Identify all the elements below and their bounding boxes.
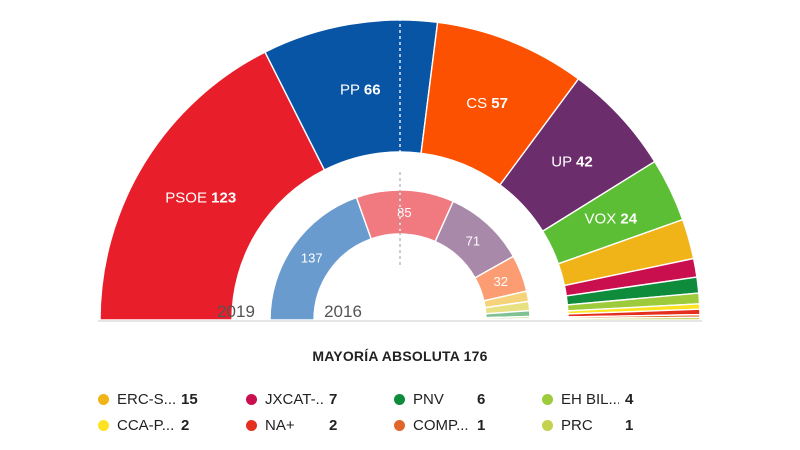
legend-seat-count: 4 [625, 390, 634, 408]
party-name: PP [340, 81, 364, 98]
hemicycle-chart: PSOE 123 PP 66 CS 57 UP 42 VOX 24 2019 137 85 71… [98, 19, 702, 322]
seat-label: UP 42 [551, 153, 592, 170]
legend-dot [246, 393, 257, 405]
majority-text: MAYORÍA ABSOLUTA [312, 348, 460, 364]
legend-item: PNV 6 [394, 391, 542, 408]
legend-dot [98, 419, 109, 431]
seat-label: 71 [466, 233, 480, 248]
seat-label: 32 [494, 274, 508, 289]
legend-item: JXCAT-... 7 [246, 391, 394, 408]
seat-value: 57 [491, 95, 508, 112]
legend-seat-count: 1 [625, 416, 634, 434]
legend-party-name: PRC [561, 416, 593, 434]
legend-dot [98, 393, 109, 405]
legend-party-name: COMP... [413, 416, 469, 434]
legend-item: NA+ 2 [246, 417, 394, 434]
seat-label: 137 [301, 251, 323, 266]
legend-dot [246, 419, 257, 431]
legend-party-name: JXCAT-... [265, 390, 323, 408]
legend-seat-count: 2 [329, 416, 338, 434]
legend-seat-count: 7 [329, 390, 338, 408]
seat-value: 42 [576, 153, 593, 170]
legend-dot [542, 419, 553, 431]
legend-party-name: EH BIL... [561, 390, 619, 408]
legend-dot [394, 393, 405, 405]
year-label: 2016 [324, 302, 362, 321]
seat-value: 66 [364, 81, 381, 98]
legend-party-name: ERC-S... [117, 390, 175, 408]
seat-label: VOX 24 [585, 210, 638, 227]
legend-item: PRC 1 [542, 417, 690, 434]
legend-party-name: PNV [413, 390, 444, 408]
ring-2016: 137 85 71 32 [269, 189, 531, 321]
seat-label: PSOE 123 [165, 189, 236, 206]
majority-value: 176 [463, 348, 488, 364]
ring-2019: PSOE 123 PP 66 CS 57 UP 42 VOX 24 [99, 19, 701, 321]
legend-seat-count: 6 [477, 390, 486, 408]
party-name: VOX [585, 210, 621, 227]
legend-party-name: NA+ [265, 416, 295, 434]
majority-label: MAYORÍA ABSOLUTA 176 [0, 348, 800, 364]
seat-label: 85 [397, 205, 411, 220]
legend-party-name: CCA-P... [117, 416, 175, 434]
seat-label: PP 66 [340, 81, 381, 98]
legend-seat-count: 1 [477, 416, 486, 434]
legend-item: CCA-P... 2 [98, 417, 246, 434]
legend-row: ERC-S... 15 JXCAT-... 7 PNV 6 EH BIL... … [98, 386, 738, 412]
seat-value: 123 [211, 189, 236, 206]
legend-item: ERC-S... 15 [98, 391, 246, 408]
legend-seat-count: 2 [181, 416, 190, 434]
seat-segment-cc [485, 318, 531, 321]
seat-segment-psoe [99, 51, 326, 321]
legend-item: EH BIL... 4 [542, 391, 690, 408]
seat-label: CS 57 [466, 95, 508, 112]
party-name: CS [466, 95, 491, 112]
party-name: PSOE [165, 189, 211, 206]
legend-seat-count: 15 [181, 390, 198, 408]
legend-item: COMP... 1 [394, 417, 542, 434]
seat-value: 24 [620, 210, 637, 227]
legend-row: CCA-P... 2 NA+ 2 COMP... 1 PRC 1 [98, 412, 738, 438]
party-name: UP [551, 153, 576, 170]
seat-segment-prc [567, 316, 701, 321]
legend-dot [394, 419, 405, 431]
year-label: 2019 [217, 302, 255, 321]
legend-dot [542, 393, 553, 405]
legend: ERC-S... 15 JXCAT-... 7 PNV 6 EH BIL... … [98, 386, 738, 438]
